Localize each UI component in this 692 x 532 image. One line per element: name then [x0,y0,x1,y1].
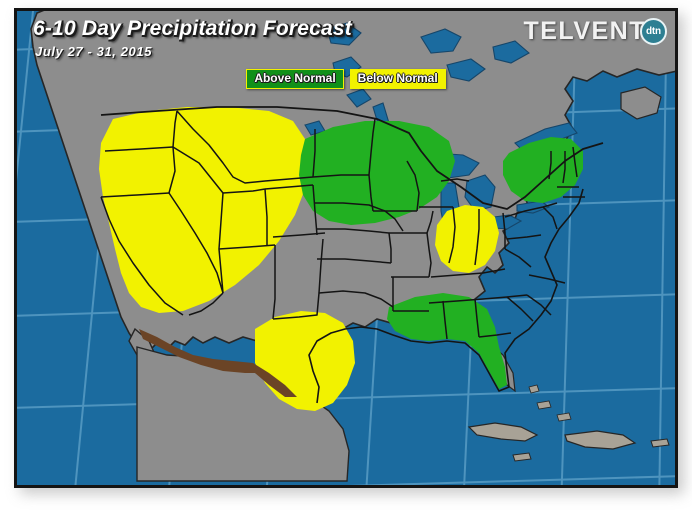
border-sd-ne [315,202,386,212]
mexico-border-strip [139,329,263,373]
border-ks-mo [388,232,392,263]
border-nc-va [528,274,566,284]
border-mn-wi [406,160,420,212]
border-ks-ok [317,258,392,264]
hispaniola [564,430,637,450]
border-ia-il [426,210,434,234]
cuba [467,422,539,442]
border-sd-mn-ia [368,174,374,212]
coast-east [308,188,584,404]
border-wa-id [172,110,178,148]
border-in-oh [474,209,480,266]
border-mi-up [440,178,470,182]
canadian-lake-6 [446,58,486,82]
area-upper-midwest-above-normal[interactable] [299,121,455,225]
border-ut-co [264,188,268,245]
border-mt-nd [312,129,316,178]
area-western-us-below-normal[interactable] [99,107,309,313]
border-ga-fl [478,332,512,338]
newfoundland [620,86,662,120]
border-nd-sd [312,174,369,178]
border-wa-or [104,146,174,152]
bahamas [528,384,572,422]
border-or-ca [100,192,170,198]
border-id-mt [176,110,266,184]
canadian-lake-7 [492,40,530,64]
border-nv-ut [218,192,224,294]
border-ms-al [442,300,448,340]
border-ga-sc [506,296,534,322]
border-pa-ny [504,202,558,218]
border-ne-ks [317,228,390,234]
legend-item-below-normal[interactable]: Below Normal [349,69,446,89]
border-ca-nv [168,192,224,294]
border-nh-me [572,146,578,178]
legend: Above Normal Below Normal [17,69,675,89]
border-nd-mn [368,118,376,176]
map-panel[interactable]: 6-10 Day Precipitation Forecast July 27 … [14,8,678,488]
mexico-border-strip-2 [253,363,297,397]
legend-item-above-normal[interactable]: Above Normal [246,69,344,89]
border-az-nm [272,245,276,320]
border-va-wv-md [504,248,532,268]
lake-huron [464,174,496,212]
state-borders [100,106,604,404]
canadian-lake-2 [326,22,362,46]
jamaica [512,452,532,462]
border-sc-nc [526,294,552,316]
border-pa-md [506,234,542,240]
border-ut-az [218,244,276,250]
border-nv-id [172,146,224,194]
precipitation-forecast-map[interactable] [17,11,675,485]
border-nj-ny [542,206,558,230]
canadian-lake-4 [346,88,372,108]
border-il-in [448,206,456,264]
border-or-id [168,146,176,194]
border-mt-wy [264,176,314,182]
border-us-canada [100,106,604,210]
border-wy-co [264,184,314,190]
border-ut-wy [222,188,266,194]
coast-ca [100,196,184,316]
puerto-rico [650,438,670,448]
border-tn-ms-al-ga [428,294,528,304]
border-oh-pa [502,212,506,249]
border-ky-tn [430,268,506,278]
border-vt-nh [562,151,566,184]
border-il-mo [426,232,432,278]
border-ne-ia [384,210,404,232]
border-ok-tx [318,290,394,308]
border-co-ks [312,184,318,236]
canadian-lake-1 [420,28,462,54]
border-ca-az [188,292,224,316]
border-ny-vt [548,151,552,180]
border-al-ga [474,298,480,338]
